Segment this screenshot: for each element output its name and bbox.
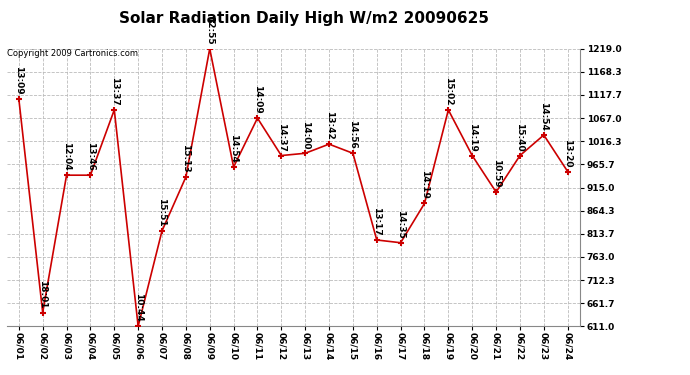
Text: 14:54: 14:54: [540, 102, 549, 131]
Text: 13:46: 13:46: [86, 142, 95, 171]
Text: Copyright 2009 Cartronics.com: Copyright 2009 Cartronics.com: [7, 49, 138, 58]
Text: 12:04: 12:04: [62, 142, 71, 171]
Text: 14:56: 14:56: [348, 120, 357, 149]
Text: 14:37: 14:37: [277, 123, 286, 152]
Text: 13:17: 13:17: [373, 207, 382, 236]
Text: 12:55: 12:55: [205, 16, 214, 45]
Text: 14:35: 14:35: [396, 210, 405, 238]
Text: 13:09: 13:09: [14, 66, 23, 95]
Text: 14:09: 14:09: [253, 85, 262, 114]
Text: 10:44: 10:44: [134, 293, 143, 322]
Text: 13:37: 13:37: [110, 77, 119, 106]
Text: 15:02: 15:02: [444, 77, 453, 106]
Text: 14:54: 14:54: [229, 134, 238, 163]
Text: 10:59: 10:59: [491, 159, 500, 188]
Text: 15:40: 15:40: [515, 123, 524, 152]
Text: 13:20: 13:20: [563, 139, 572, 167]
Text: 14:00: 14:00: [301, 121, 310, 149]
Text: 15:13: 15:13: [181, 144, 190, 173]
Text: 14:19: 14:19: [468, 123, 477, 152]
Text: 13:42: 13:42: [324, 111, 333, 140]
Text: 15:51: 15:51: [157, 198, 166, 227]
Text: 18:01: 18:01: [38, 280, 47, 308]
Text: 14:19: 14:19: [420, 170, 429, 199]
Text: Solar Radiation Daily High W/m2 20090625: Solar Radiation Daily High W/m2 20090625: [119, 11, 489, 26]
